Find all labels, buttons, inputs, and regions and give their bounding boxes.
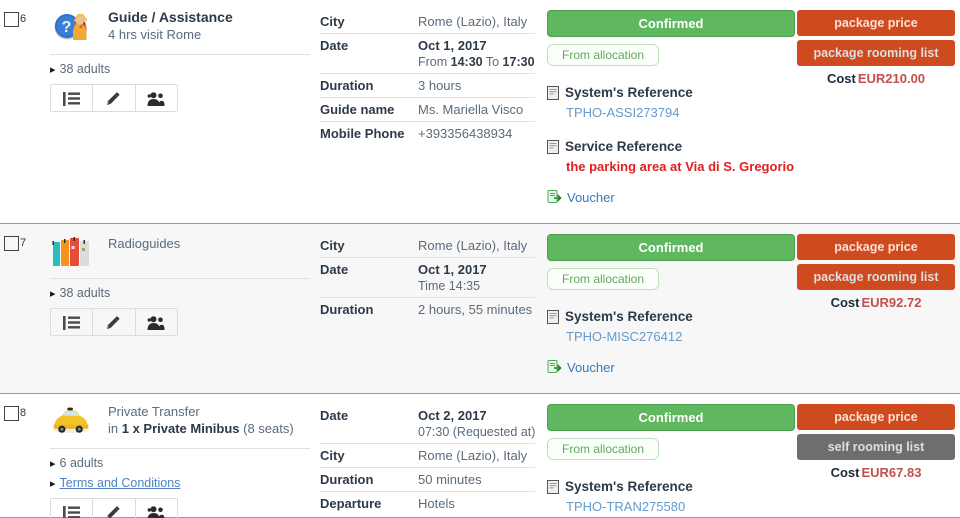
svg-text:?: ? [62,19,72,36]
